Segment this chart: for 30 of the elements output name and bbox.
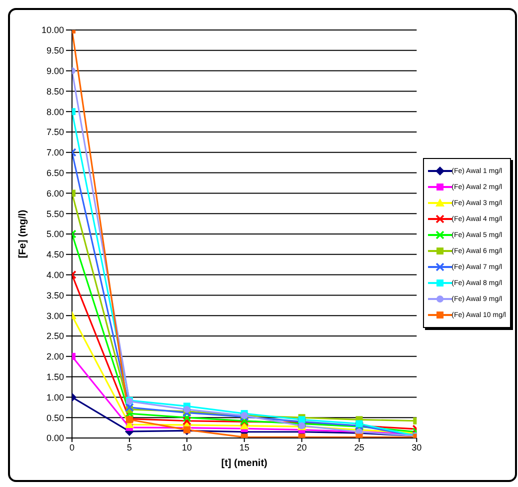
y-tick-label: 6.50 [46, 168, 64, 178]
y-tick-label: 6.00 [46, 188, 64, 198]
y-tick-label: 8.00 [46, 106, 64, 117]
y-tick-label: 4.50 [46, 250, 64, 260]
y-tick-label: 3.00 [46, 310, 64, 321]
x-tick-label: 25 [354, 442, 364, 452]
y-tick-label: 2.00 [46, 352, 64, 362]
x-tick-label: 0 [69, 442, 75, 452]
y-tick-label: 4.00 [46, 270, 64, 280]
x-tick-label: 30 [412, 442, 422, 452]
x-tick-label: 10 [182, 442, 192, 452]
y-tick-label: 3.50 [46, 290, 64, 300]
y-tick-label: 10.00 [41, 25, 64, 36]
y-axis-title: [Fe] (mg/l) [18, 210, 29, 258]
y-tick-label: 1.00 [46, 392, 64, 402]
y-tick-label: 5.00 [46, 229, 64, 240]
y-tick-label: 9.00 [46, 66, 64, 76]
y-tick-label: 8.50 [46, 86, 64, 96]
x-tick-label: 20 [296, 442, 307, 452]
y-tick-label: 7.50 [46, 127, 64, 138]
y-tick-label: 9.50 [46, 46, 64, 56]
x-tick-label: 15 [239, 442, 250, 452]
x-tick-label: 5 [126, 442, 132, 452]
y-tick-label: 1.50 [46, 372, 64, 382]
x-axis-title: [t] (menit) [221, 458, 268, 469]
y-tick-label: 5.50 [46, 208, 64, 219]
y-tick-label: 2.50 [46, 331, 64, 342]
y-tick-label: 7.00 [46, 148, 64, 158]
y-tick-label: 0.00 [46, 433, 64, 444]
y-tick-label: 0.50 [46, 412, 64, 423]
